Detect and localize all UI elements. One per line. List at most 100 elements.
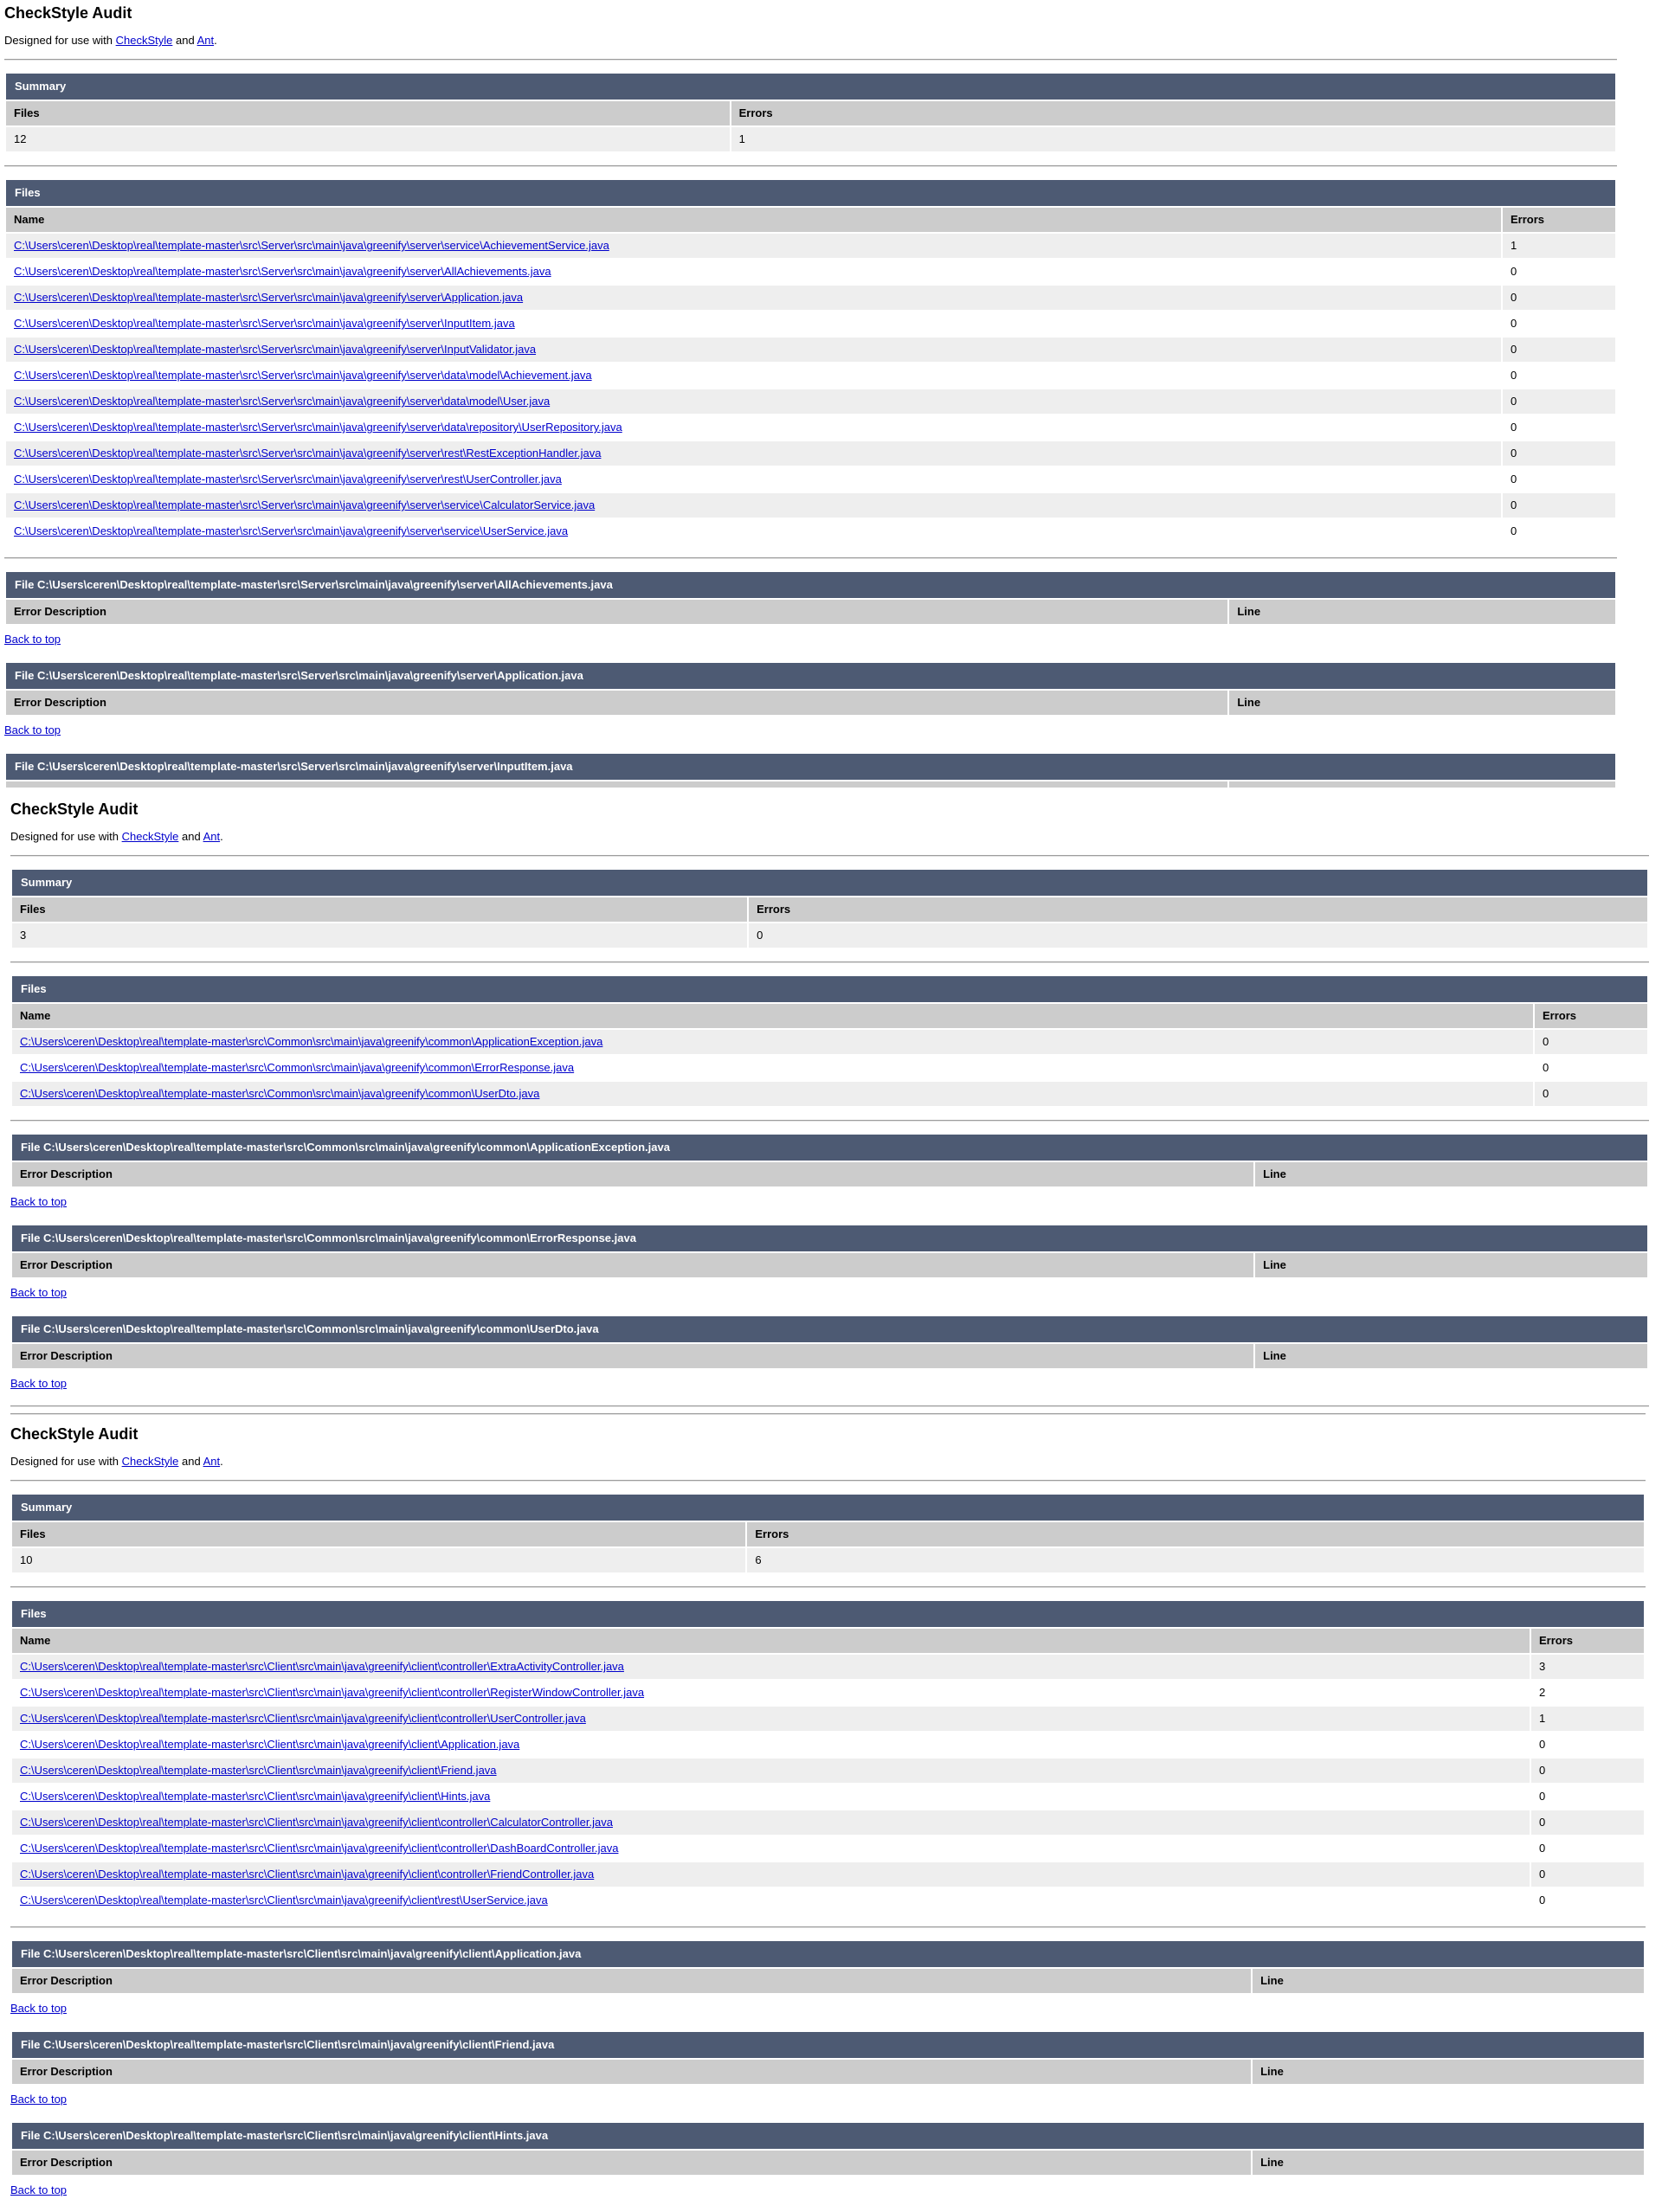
detail-column-header-row-truncated bbox=[6, 781, 1615, 788]
file-errors-count: 0 bbox=[1531, 1888, 1644, 1913]
file-path-link[interactable]: C:\Users\ceren\Desktop\real\template-mas… bbox=[14, 395, 551, 408]
file-path-cell: C:\Users\ceren\Desktop\real\template-mas… bbox=[12, 1784, 1530, 1809]
file-path-link[interactable]: C:\Users\ceren\Desktop\real\template-mas… bbox=[14, 447, 602, 460]
subtitle-text: Designed for use with bbox=[10, 1455, 122, 1468]
file-path-link[interactable]: C:\Users\ceren\Desktop\real\template-mas… bbox=[14, 473, 562, 485]
file-errors-count: 3 bbox=[1531, 1655, 1644, 1679]
summary-table-header-row: Summary bbox=[12, 1495, 1644, 1521]
file-path-link[interactable]: C:\Users\ceren\Desktop\real\template-mas… bbox=[20, 1738, 520, 1751]
file-path-link[interactable]: C:\Users\ceren\Desktop\real\template-mas… bbox=[20, 1660, 624, 1673]
checkstyle-link[interactable]: CheckStyle bbox=[121, 1455, 179, 1468]
file-path-link[interactable]: C:\Users\ceren\Desktop\real\template-mas… bbox=[20, 1894, 548, 1907]
file-detail-header: File C:\Users\ceren\Desktop\real\templat… bbox=[6, 572, 1615, 598]
file-path-cell: C:\Users\ceren\Desktop\real\template-mas… bbox=[6, 519, 1501, 543]
detail-column-header-row: Error Description Line bbox=[12, 1344, 1647, 1368]
file-path-link[interactable]: C:\Users\ceren\Desktop\real\template-mas… bbox=[20, 1842, 619, 1855]
file-path-link[interactable]: C:\Users\ceren\Desktop\real\template-mas… bbox=[20, 1790, 491, 1803]
back-to-top-link[interactable]: Back to top bbox=[4, 633, 61, 646]
files-errors-header: Errors bbox=[1531, 1629, 1644, 1653]
ant-link[interactable]: Ant bbox=[203, 1455, 221, 1468]
file-errors-count: 0 bbox=[1503, 441, 1615, 466]
file-detail-table: File C:\Users\ceren\Desktop\real\templat… bbox=[10, 2121, 1646, 2177]
horizontal-rule bbox=[10, 1480, 1646, 1482]
error-description-header: Error Description bbox=[12, 1162, 1254, 1186]
file-row: C:\Users\ceren\Desktop\real\template-mas… bbox=[6, 389, 1615, 414]
file-path-link[interactable]: C:\Users\ceren\Desktop\real\template-mas… bbox=[14, 239, 609, 252]
file-row: C:\Users\ceren\Desktop\real\template-mas… bbox=[12, 1707, 1644, 1731]
line-header: Line bbox=[1255, 1253, 1647, 1277]
file-errors-count: 2 bbox=[1531, 1681, 1644, 1705]
file-path-link[interactable]: C:\Users\ceren\Desktop\real\template-mas… bbox=[14, 291, 524, 304]
file-path-link[interactable]: C:\Users\ceren\Desktop\real\template-mas… bbox=[14, 524, 569, 537]
error-description-header: Error Description bbox=[6, 600, 1228, 624]
file-path-link[interactable]: C:\Users\ceren\Desktop\real\template-mas… bbox=[20, 1686, 645, 1699]
horizontal-rule bbox=[10, 1405, 1649, 1407]
file-row: C:\Users\ceren\Desktop\real\template-mas… bbox=[12, 1030, 1647, 1054]
summary-errors-header: Errors bbox=[747, 1522, 1644, 1546]
detail-column-header-row: Error Description Line bbox=[12, 2060, 1644, 2084]
file-errors-count: 0 bbox=[1531, 1836, 1644, 1861]
file-detail-header: File C:\Users\ceren\Desktop\real\templat… bbox=[6, 754, 1615, 780]
checkstyle-link[interactable]: CheckStyle bbox=[121, 830, 179, 843]
file-row: C:\Users\ceren\Desktop\real\template-mas… bbox=[6, 338, 1615, 362]
file-errors-count: 0 bbox=[1503, 363, 1615, 388]
file-path-link[interactable]: C:\Users\ceren\Desktop\real\template-mas… bbox=[20, 1868, 595, 1881]
file-detail-header-row: File C:\Users\ceren\Desktop\real\templat… bbox=[12, 1225, 1647, 1251]
file-path-cell: C:\Users\ceren\Desktop\real\template-mas… bbox=[6, 467, 1501, 492]
files-errors-header: Errors bbox=[1535, 1004, 1647, 1028]
file-path-link[interactable]: C:\Users\ceren\Desktop\real\template-mas… bbox=[14, 498, 596, 511]
back-to-top-link[interactable]: Back to top bbox=[10, 1286, 68, 1299]
file-path-link[interactable]: C:\Users\ceren\Desktop\real\template-mas… bbox=[14, 265, 551, 278]
ant-link[interactable]: Ant bbox=[196, 34, 215, 47]
back-to-top-link[interactable]: Back to top bbox=[10, 2183, 68, 2196]
back-to-top-link[interactable]: Back to top bbox=[10, 2002, 68, 2015]
file-path-cell: C:\Users\ceren\Desktop\real\template-mas… bbox=[12, 1655, 1530, 1679]
file-errors-count: 0 bbox=[1503, 415, 1615, 440]
file-detail-table: File C:\Users\ceren\Desktop\real\templat… bbox=[10, 2030, 1646, 2086]
file-errors-count: 0 bbox=[1503, 467, 1615, 492]
file-detail-header-row: File C:\Users\ceren\Desktop\real\templat… bbox=[6, 572, 1615, 598]
file-errors-count: 0 bbox=[1503, 519, 1615, 543]
back-to-top-link[interactable]: Back to top bbox=[10, 1195, 68, 1208]
file-path-link[interactable]: C:\Users\ceren\Desktop\real\template-mas… bbox=[14, 421, 622, 434]
files-column-header-row: Name Errors bbox=[12, 1629, 1644, 1653]
file-row: C:\Users\ceren\Desktop\real\template-mas… bbox=[6, 467, 1615, 492]
file-detail-table: File C:\Users\ceren\Desktop\real\templat… bbox=[4, 661, 1617, 717]
file-path-link[interactable]: C:\Users\ceren\Desktop\real\template-mas… bbox=[20, 1035, 603, 1048]
detail-column-header-row: Error Description Line bbox=[6, 691, 1615, 715]
file-errors-count: 0 bbox=[1503, 286, 1615, 310]
back-to-top-link[interactable]: Back to top bbox=[4, 723, 61, 736]
summary-value-row: 10 6 bbox=[12, 1548, 1644, 1572]
summary-table: Summary Files Errors 3 0 bbox=[10, 868, 1649, 949]
summary-files-header: Files bbox=[12, 897, 748, 922]
subtitle-and: and bbox=[172, 34, 197, 47]
error-description-header: Error Description bbox=[12, 1253, 1254, 1277]
file-path-link[interactable]: C:\Users\ceren\Desktop\real\template-mas… bbox=[20, 1712, 586, 1725]
summary-table-header: Summary bbox=[12, 1495, 1644, 1521]
file-detail-header-row: File C:\Users\ceren\Desktop\real\templat… bbox=[12, 2123, 1644, 2149]
file-path-link[interactable]: C:\Users\ceren\Desktop\real\template-mas… bbox=[14, 369, 592, 382]
summary-table-header-row: Summary bbox=[6, 74, 1615, 100]
back-to-top-link[interactable]: Back to top bbox=[10, 2093, 68, 2106]
back-to-top-link[interactable]: Back to top bbox=[10, 1377, 68, 1390]
file-path-cell: C:\Users\ceren\Desktop\real\template-mas… bbox=[6, 441, 1501, 466]
file-path-link[interactable]: C:\Users\ceren\Desktop\real\template-mas… bbox=[14, 317, 515, 330]
back-to-top: Back to top bbox=[10, 1286, 1649, 1299]
checkstyle-link[interactable]: CheckStyle bbox=[115, 34, 173, 47]
file-detail-header-row: File C:\Users\ceren\Desktop\real\templat… bbox=[6, 663, 1615, 689]
file-detail-header-row: File C:\Users\ceren\Desktop\real\templat… bbox=[12, 1135, 1647, 1161]
ant-link[interactable]: Ant bbox=[203, 830, 221, 843]
files-table: Files Name Errors C:\Users\ceren\Desktop… bbox=[4, 178, 1617, 545]
file-path-link[interactable]: C:\Users\ceren\Desktop\real\template-mas… bbox=[14, 343, 537, 356]
file-errors-count: 0 bbox=[1531, 1862, 1644, 1887]
error-description-header: Error Description bbox=[12, 1969, 1252, 1993]
file-path-cell: C:\Users\ceren\Desktop\real\template-mas… bbox=[12, 1707, 1530, 1731]
file-path-link[interactable]: C:\Users\ceren\Desktop\real\template-mas… bbox=[20, 1087, 540, 1100]
file-path-link[interactable]: C:\Users\ceren\Desktop\real\template-mas… bbox=[20, 1816, 613, 1829]
file-path-link[interactable]: C:\Users\ceren\Desktop\real\template-mas… bbox=[20, 1764, 497, 1777]
file-row: C:\Users\ceren\Desktop\real\template-mas… bbox=[12, 1056, 1647, 1080]
file-detail-header-row: File C:\Users\ceren\Desktop\real\templat… bbox=[12, 1941, 1644, 1967]
file-row: C:\Users\ceren\Desktop\real\template-mas… bbox=[6, 312, 1615, 336]
files-name-header: Name bbox=[12, 1629, 1530, 1653]
file-path-link[interactable]: C:\Users\ceren\Desktop\real\template-mas… bbox=[20, 1061, 575, 1074]
